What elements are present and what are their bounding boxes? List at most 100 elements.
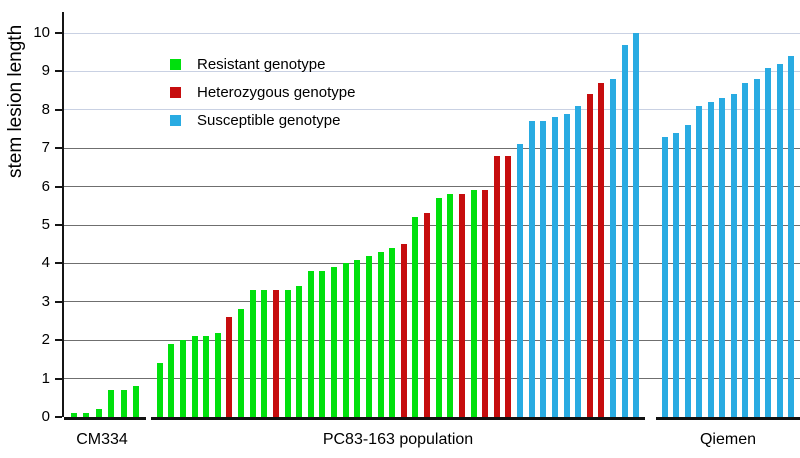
bar-0-2 — [95, 409, 102, 417]
y-tick-label-5: 5 — [41, 216, 50, 233]
bar-1-9 — [261, 290, 268, 417]
bar-1-11 — [284, 290, 291, 417]
x-axis-label-0: CM334 — [76, 431, 128, 448]
bar-0-3 — [108, 390, 115, 417]
bar-1-40 — [621, 44, 628, 417]
legend-row-1: Heterozygous genotype — [170, 78, 355, 106]
bar-1-2 — [179, 340, 186, 417]
y-tick-4 — [55, 262, 62, 265]
y-tick-label-2: 2 — [41, 331, 50, 349]
bar-2-0 — [661, 136, 668, 417]
y-tick-8 — [55, 108, 62, 111]
bar-1-20 — [389, 248, 396, 417]
bar-2-5 — [719, 98, 726, 417]
bar-1-16 — [342, 263, 349, 417]
gridline-5 — [64, 224, 800, 226]
y-tick-label-0: 0 — [41, 408, 50, 425]
legend-label: Resistant genotype — [197, 55, 326, 73]
bar-1-22 — [412, 217, 419, 417]
legend-label: Susceptible genotype — [197, 111, 341, 129]
gridline-1 — [64, 378, 800, 380]
bar-1-0 — [156, 363, 163, 417]
bar-1-34 — [551, 117, 558, 417]
bar-1-4 — [203, 336, 210, 417]
y-tick-label-8: 8 — [41, 100, 50, 118]
bar-0-1 — [83, 413, 90, 417]
bar-1-28 — [482, 190, 489, 417]
bar-1-27 — [470, 190, 477, 417]
y-tick-1 — [55, 377, 62, 380]
y-tick-10 — [55, 32, 62, 34]
gridline-10 — [64, 32, 800, 34]
y-tick-0 — [55, 416, 62, 418]
bar-1-33 — [540, 121, 547, 417]
bar-2-2 — [684, 125, 691, 417]
bar-2-10 — [776, 63, 783, 417]
y-tick-label-6: 6 — [41, 177, 50, 195]
bar-1-39 — [610, 79, 616, 417]
y-tick-label-1: 1 — [41, 369, 50, 387]
bar-0-5 — [133, 386, 140, 417]
y-tick-label-3: 3 — [41, 292, 50, 310]
bar-group-0 — [64, 12, 146, 420]
x-axis-label-1: PC83-163 population — [322, 431, 474, 448]
bar-1-41 — [633, 33, 640, 417]
bar-1-30 — [505, 155, 512, 417]
bar-1-6 — [226, 317, 233, 417]
bar-1-31 — [517, 144, 523, 417]
y-tick-label-7: 7 — [41, 139, 50, 157]
gridline-3 — [64, 301, 800, 303]
legend-row-0: Resistant genotype — [170, 50, 355, 78]
bar-2-3 — [696, 105, 703, 417]
bar-1-12 — [296, 286, 303, 417]
gridline-9 — [64, 70, 800, 72]
bar-1-5 — [214, 332, 221, 417]
x-axis-labels: CM334 PC83-163 population Qiemen — [0, 431, 800, 453]
bar-1-38 — [598, 82, 605, 417]
legend-label: Heterozygous genotype — [197, 83, 356, 101]
bar-1-32 — [528, 121, 535, 417]
bar-2-7 — [742, 82, 749, 417]
legend: Resistant genotype Heterozygous genotype S… — [170, 50, 355, 134]
bar-1-15 — [331, 267, 337, 417]
plot-area: 0 1 2 3 4 5 6 7 8 9 10 — [33, 12, 800, 425]
bar-1-25 — [447, 194, 454, 417]
legend-row-2: Susceptible genotype — [170, 106, 355, 134]
bar-1-19 — [377, 251, 384, 417]
y-tick-label-4: 4 — [41, 254, 50, 272]
bar-2-8 — [753, 79, 760, 417]
bar-1-18 — [365, 255, 372, 417]
y-tick-9 — [55, 70, 62, 73]
y-tick-label-10: 10 — [33, 24, 50, 41]
y-tick-2 — [55, 339, 62, 342]
bar-group-1 — [151, 12, 645, 420]
y-tick-label-9: 9 — [41, 62, 50, 80]
gridline-7 — [64, 147, 800, 149]
bar-0-0 — [70, 413, 77, 417]
bar-1-3 — [191, 336, 198, 417]
bar-1-13 — [307, 271, 314, 417]
bar-1-26 — [458, 194, 465, 417]
bar-group-2 — [656, 12, 800, 420]
bar-2-6 — [730, 94, 737, 417]
bar-1-17 — [354, 259, 361, 417]
y-tick-7 — [55, 147, 62, 150]
bar-1-24 — [435, 198, 442, 417]
x-axis-label-2: Qiemen — [699, 431, 757, 448]
bar-2-1 — [673, 132, 680, 417]
gridline-8 — [64, 109, 800, 111]
y-tick-5 — [55, 224, 62, 226]
bar-2-9 — [765, 67, 772, 417]
y-tick-6 — [55, 185, 62, 188]
legend-swatch-icon — [170, 58, 181, 70]
bar-1-35 — [563, 113, 570, 417]
bar-1-29 — [493, 155, 500, 417]
bar-1-1 — [168, 344, 175, 417]
bar-1-14 — [319, 271, 326, 417]
bar-2-11 — [788, 56, 795, 417]
bar-1-10 — [272, 290, 279, 417]
legend-swatch-icon — [170, 114, 181, 126]
bar-1-21 — [400, 244, 407, 417]
gridline-4 — [64, 262, 800, 264]
